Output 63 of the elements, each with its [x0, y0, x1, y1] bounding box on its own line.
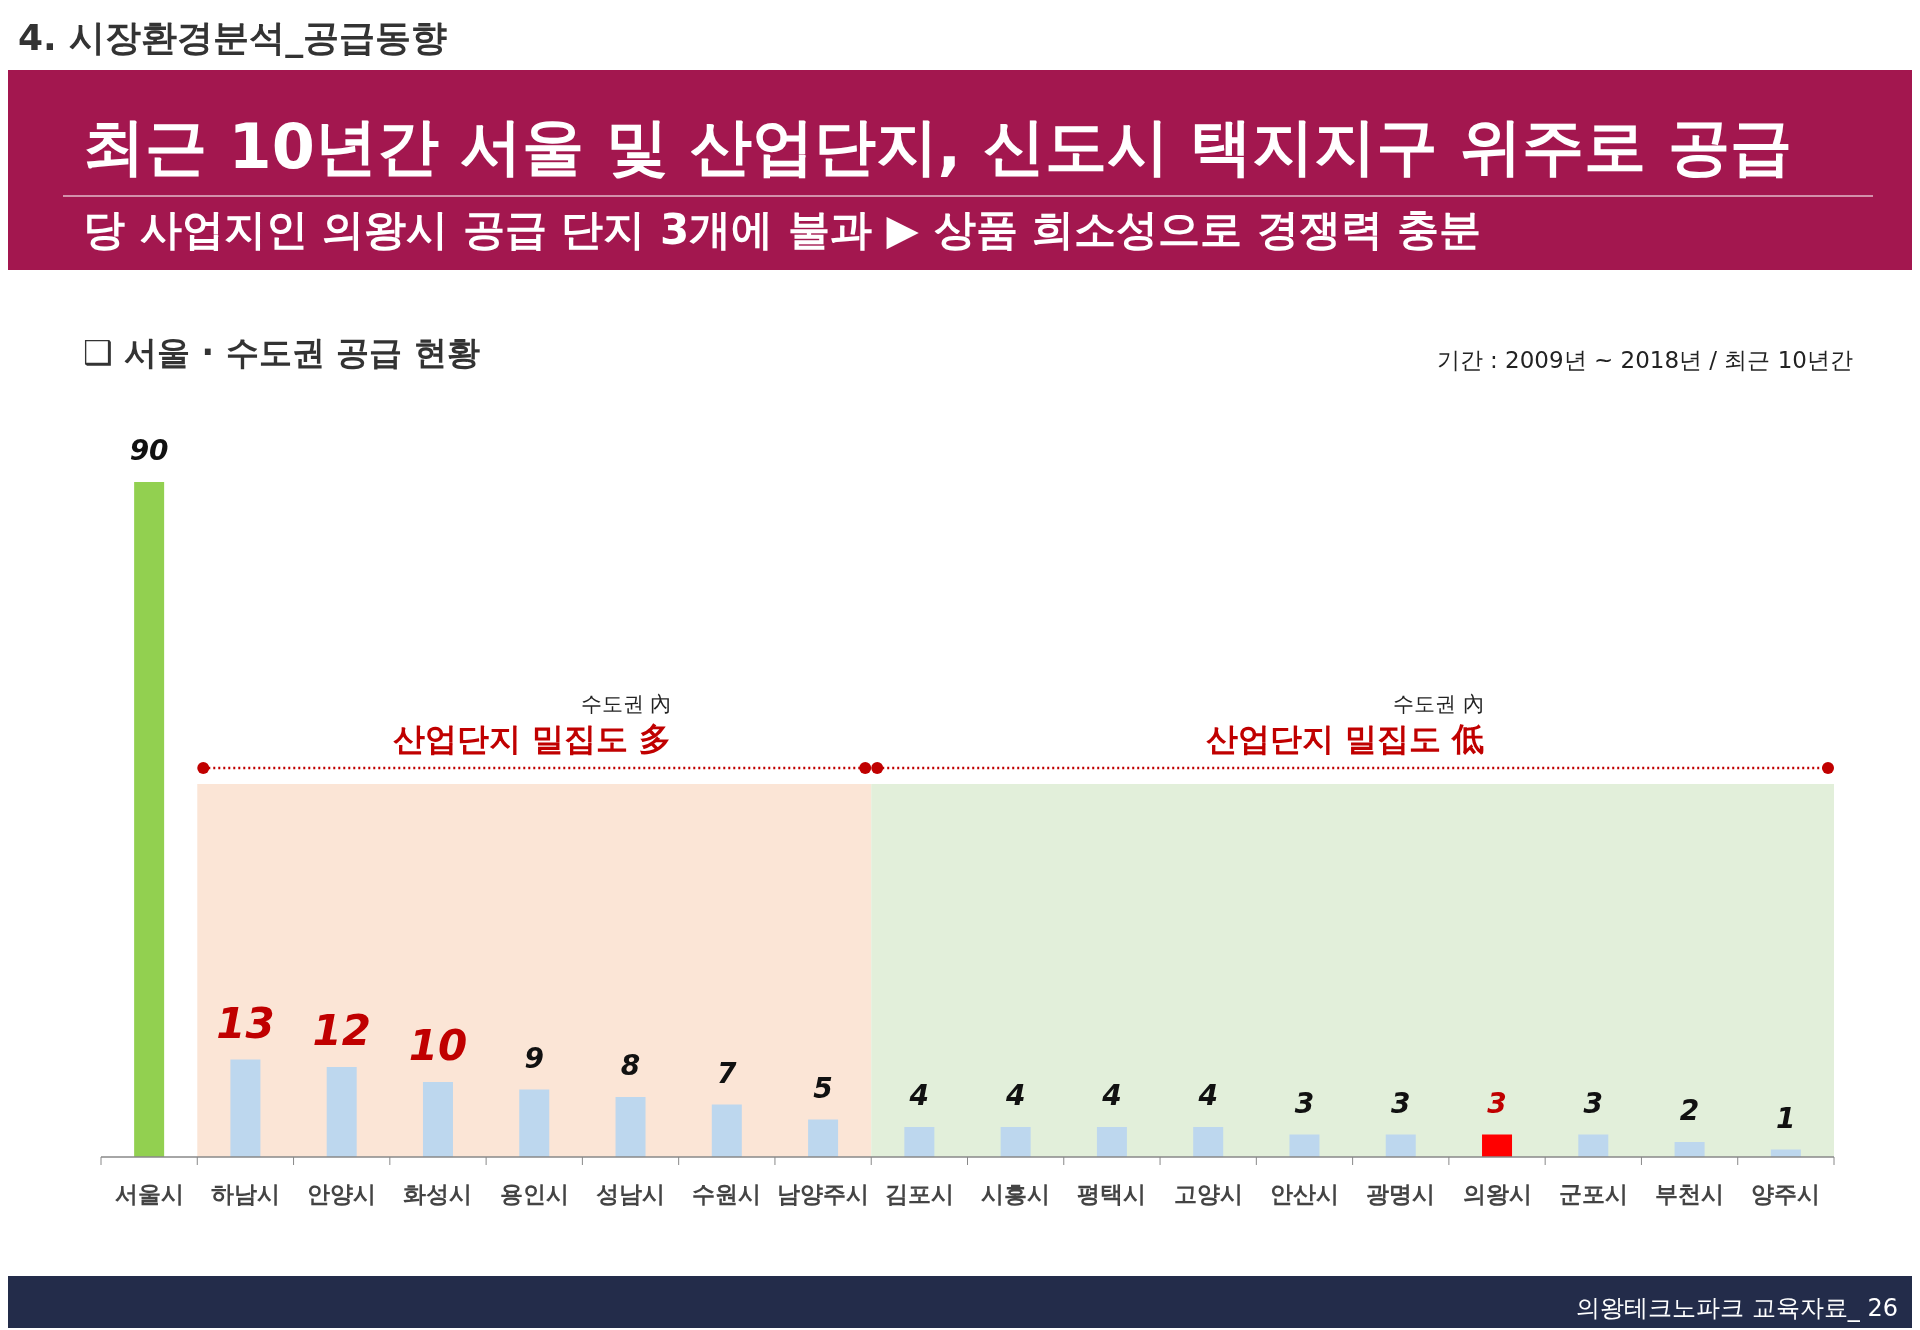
- text: 의왕테크노파크 교육자료_ 26: [1576, 1294, 1898, 1322]
- x-tick-label: 광명시: [1366, 1181, 1436, 1207]
- data-label: 90: [129, 434, 169, 467]
- bar: [422, 1082, 453, 1157]
- text: 4. 시장환경분석_공급동향: [18, 17, 448, 58]
- data-label: 7: [717, 1056, 738, 1090]
- x-tick-label: 서울시: [114, 1181, 184, 1207]
- annotation: 수도권 內: [1393, 692, 1484, 716]
- bar: [1482, 1134, 1513, 1157]
- bar: [230, 1059, 261, 1157]
- data-label: 13: [216, 998, 275, 1048]
- bar: [1193, 1127, 1224, 1157]
- bar: [1578, 1134, 1609, 1157]
- bar: [904, 1127, 935, 1157]
- annotation: 수도권 內: [580, 692, 672, 716]
- data-label: 3: [1583, 1086, 1604, 1120]
- bar: [1000, 1127, 1031, 1157]
- bar: [326, 1067, 357, 1157]
- x-tick-label: 화성시: [403, 1181, 473, 1207]
- text: 최근 10년간 서울 및 산업단지, 신도시 택지지구 위주로 공급: [83, 110, 1792, 183]
- bar: [711, 1104, 742, 1157]
- data-label: 10: [408, 1021, 468, 1070]
- data-label: 4: [1004, 1079, 1026, 1112]
- bar: [1289, 1134, 1320, 1157]
- x-tick-label: 시흥시: [981, 1181, 1051, 1207]
- bar: [519, 1089, 550, 1157]
- x-tick-label: 양주시: [1751, 1181, 1821, 1207]
- x-tick-label: 김포시: [884, 1181, 954, 1207]
- data-label: 9: [524, 1041, 544, 1075]
- bar: [1385, 1134, 1416, 1157]
- x-tick-label: 남양주시: [777, 1181, 870, 1207]
- bar: [1096, 1127, 1127, 1157]
- data-label: 5: [813, 1071, 833, 1105]
- x-tick-label: 수원시: [692, 1181, 762, 1207]
- data-label: 4: [908, 1079, 930, 1112]
- chart-title: ❑ 서울 · 수도권 공급 현황: [83, 333, 480, 372]
- chart-subtitle: 기간 : 2009년 ~ 2018년 / 최근 10년간: [1436, 347, 1853, 373]
- data-label: 12: [312, 1006, 371, 1055]
- data-label: 4: [1197, 1079, 1218, 1112]
- x-tick-label: 부천시: [1655, 1181, 1725, 1207]
- x-tick-label: 군포시: [1558, 1181, 1628, 1207]
- data-label: 3: [1487, 1086, 1507, 1120]
- band-label: 산업단지 밀집도 低: [1205, 720, 1484, 758]
- bar: [615, 1097, 646, 1157]
- bar: [1674, 1142, 1705, 1157]
- data-label: 2: [1679, 1094, 1700, 1127]
- x-tick-label: 안양시: [307, 1181, 377, 1207]
- data-label: 1: [1776, 1101, 1796, 1135]
- data-label: 3: [1294, 1086, 1315, 1120]
- x-tick-label: 용인시: [499, 1181, 569, 1207]
- x-tick-label: 하남시: [210, 1181, 280, 1207]
- x-tick-label: 의왕시: [1462, 1181, 1532, 1207]
- band-label: 산업단지 밀집도 多: [392, 720, 672, 758]
- data-label: 3: [1391, 1086, 1411, 1120]
- x-tick-label: 성남시: [596, 1181, 666, 1207]
- x-tick-label: 고양시: [1173, 1181, 1243, 1207]
- bar: [808, 1119, 839, 1157]
- data-label: 8: [620, 1049, 641, 1082]
- bar: [134, 482, 165, 1157]
- x-tick-label: 안산시: [1269, 1181, 1339, 1207]
- text: 당 사업지인 의왕시 공급 단지 3개에 불과 ▶ 상품 희소성으로 경쟁력 충분: [83, 205, 1482, 254]
- x-tick-label: 평택시: [1077, 1181, 1147, 1207]
- data-label: 4: [1101, 1079, 1122, 1112]
